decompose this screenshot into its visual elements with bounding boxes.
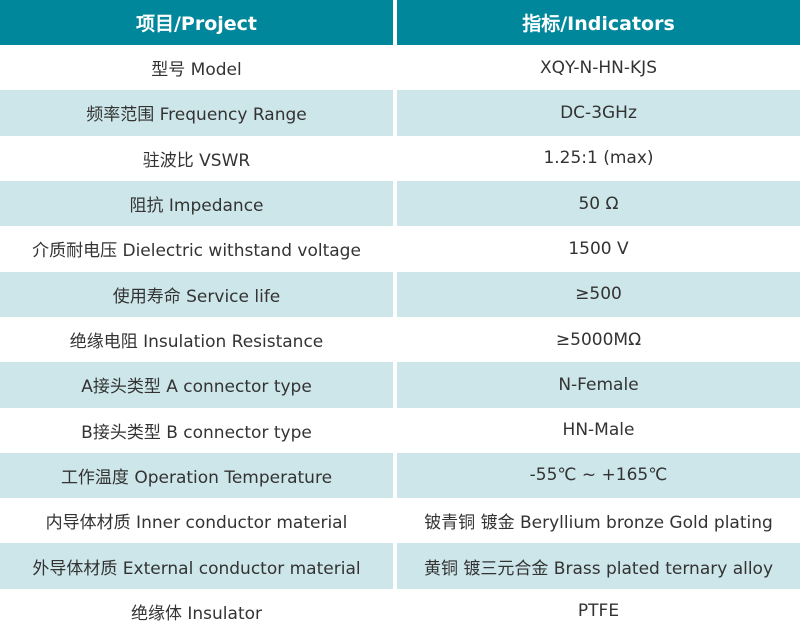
- project-cell: A接头类型 A connector type: [0, 362, 397, 408]
- indicator-cell: 1500 V: [568, 238, 629, 259]
- indicator-cell: DC-3GHz: [560, 102, 637, 123]
- indicator-cell: 1.25:1 (max): [543, 148, 654, 169]
- project-cell: 绝缘电阻 Insulation Resistance: [0, 316, 397, 363]
- table-row-service-life: 使用寿命 Service life ≥500: [0, 271, 800, 317]
- indicator-cell: PTFE: [577, 601, 620, 622]
- indicator-cell: ≥5000MΩ: [555, 329, 642, 350]
- indicator-cell: HN-Male: [562, 420, 635, 441]
- indicator-cell: N-Female: [558, 374, 639, 395]
- project-cell: 频率范围 Frequency Range: [0, 90, 397, 136]
- project-cell: 型号 Model: [0, 45, 397, 91]
- table-row-inner-conductor-material: 内导体材质 Inner conductor material 铍青铜 镀金 Be…: [0, 498, 800, 544]
- header-indicators: 指标/Indicators: [522, 13, 675, 35]
- project-cell: 外导体材质 External conductor material: [0, 543, 397, 589]
- project-cell: 驻波比 VSWR: [0, 135, 397, 181]
- project-cell: 阻抗 Impedance: [0, 180, 397, 227]
- table-row-model: 型号 Model XQY-N-HN-KJS: [0, 45, 800, 91]
- project-cell: 工作温度 Operation Temperature: [0, 452, 397, 499]
- table-row-insulation-resistance: 绝缘电阻 Insulation Resistance ≥5000MΩ: [0, 316, 800, 363]
- table-row-b-connector-type: B接头类型 B connector type HN-Male: [0, 407, 800, 453]
- indicator-cell: 铍青铜 镀金 Beryllium bronze Gold plating: [424, 513, 773, 534]
- table-row-impedance: 阻抗 Impedance 50 Ω: [0, 180, 800, 227]
- indicator-cell: -55℃ ~ +165℃: [529, 465, 668, 486]
- indicator-cell: XQY-N-HN-KJS: [540, 57, 657, 78]
- table-row-operation-temperature: 工作温度 Operation Temperature -55℃ ~ +165℃: [0, 452, 800, 499]
- project-cell: 内导体材质 Inner conductor material: [0, 498, 397, 544]
- project-cell: B接头类型 B connector type: [0, 407, 397, 453]
- table-header-row: 项目/Project 指标/Indicators: [0, 0, 800, 45]
- indicator-cell: ≥500: [575, 284, 622, 305]
- project-cell: 介质耐电压 Dielectric withstand voltage: [0, 226, 397, 272]
- table-row-frequency-range: 频率范围 Frequency Range DC-3GHz: [0, 90, 800, 136]
- indicator-cell: 50 Ω: [578, 193, 619, 214]
- table-row-vswr: 驻波比 VSWR 1.25:1 (max): [0, 135, 800, 181]
- table-row-insulator: 绝缘体 Insulator PTFE: [0, 588, 800, 634]
- table-row-dielectric-withstand-voltage: 介质耐电压 Dielectric withstand voltage 1500 …: [0, 226, 800, 272]
- header-project: 项目/Project: [0, 0, 397, 45]
- table-row-a-connector-type: A接头类型 A connector type N-Female: [0, 362, 800, 408]
- project-cell: 使用寿命 Service life: [0, 271, 397, 317]
- table-row-external-conductor-material: 外导体材质 External conductor material 黄铜 镀三元…: [0, 543, 800, 589]
- project-cell: 绝缘体 Insulator: [0, 588, 397, 634]
- indicator-cell: 黄铜 镀三元合金 Brass plated ternary alloy: [423, 558, 774, 579]
